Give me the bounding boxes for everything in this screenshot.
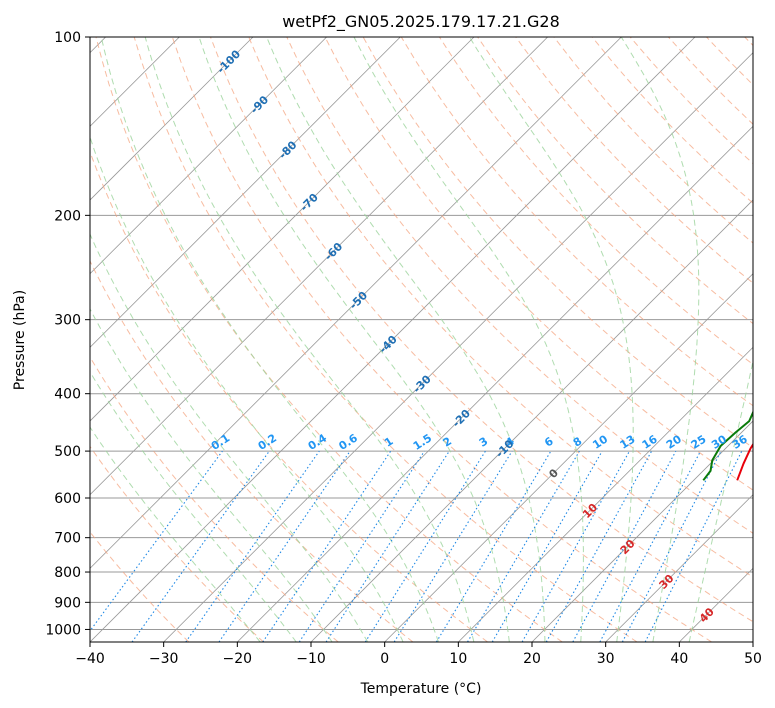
y-tick-label: 200 — [54, 208, 81, 224]
x-tick-label: 30 — [597, 651, 615, 667]
isotherm-line — [237, 125, 753, 642]
y-axis: 100 200 300 400 500 600 700 800 900 1000 — [45, 30, 90, 638]
moist-adiabat — [100, 37, 439, 642]
dry-adiabat — [324, 37, 753, 491]
mixing-ratio-line — [491, 450, 603, 642]
isotherm-line — [163, 52, 753, 642]
x-tick-label: 0 — [380, 651, 389, 667]
y-tick-label: 900 — [54, 595, 81, 611]
dry-adiabat — [95, 37, 563, 642]
x-tick-label: −40 — [75, 651, 105, 667]
dry-adiabat — [90, 259, 414, 642]
isotherm-line — [531, 420, 753, 642]
mixing-ratio-line — [572, 450, 677, 642]
dry-adiabat — [90, 445, 264, 642]
dry-adiabat — [515, 37, 753, 284]
mixing-ratio-line — [185, 450, 320, 642]
dry-adiabat — [210, 37, 753, 623]
mixing-ratio-line — [393, 450, 513, 642]
background-lines — [90, 37, 753, 642]
x-tick-label: 10 — [449, 651, 467, 667]
plot-frame — [89, 36, 754, 643]
isotherm-line — [90, 37, 327, 275]
moist-adiabat — [90, 135, 404, 642]
x-tick-label: −30 — [149, 651, 179, 667]
x-tick-label: 20 — [523, 651, 541, 667]
mixing-ratio-line — [435, 450, 552, 642]
dry-adiabat — [171, 37, 712, 642]
mixing-ratio-line — [545, 450, 653, 642]
mixing-ratio-line — [218, 450, 351, 642]
y-tick-label: 100 — [54, 30, 81, 46]
x-tick-label: 50 — [744, 651, 762, 667]
y-tick-label: 800 — [54, 565, 81, 581]
isotherm-line — [605, 494, 753, 642]
moist-adiabat — [620, 37, 700, 642]
x-tick-label: −10 — [296, 651, 326, 667]
x-tick-label: 40 — [670, 651, 688, 667]
chart-title: wetPf2_GN05.2025.179.17.21.G28 — [282, 12, 560, 32]
moist-adiabat — [90, 370, 297, 642]
moist-adiabat — [266, 37, 546, 642]
mixing-ratio-line — [364, 450, 486, 642]
dry-adiabat — [90, 356, 339, 642]
y-tick-label: 1000 — [45, 622, 81, 638]
profile-lines — [702, 409, 753, 481]
isotherm-line — [90, 37, 622, 569]
moist-adiabat — [144, 37, 475, 642]
isotherm-line — [90, 37, 548, 496]
mixing-ratio-line — [467, 450, 580, 642]
moist-adiabat — [90, 308, 333, 642]
series-dewpoint-line — [702, 409, 753, 481]
moist-adiabat — [90, 232, 369, 642]
dry-adiabat — [133, 37, 638, 642]
y-axis-title: Pressure (hPa) — [12, 290, 28, 390]
moist-adiabat — [90, 426, 261, 642]
isotherm-line — [90, 37, 254, 201]
isotherm-line — [90, 37, 475, 422]
y-tick-label: 400 — [54, 387, 81, 403]
mixing-ratio-line — [521, 450, 630, 642]
y-tick-label: 300 — [54, 313, 81, 329]
isotherm-line — [90, 37, 401, 348]
x-axis-title: Temperature (°C) — [360, 681, 482, 697]
x-axis: −40 −30 −20 −10 0 10 20 30 40 50 — [75, 642, 762, 667]
isotherm-line — [90, 37, 696, 642]
y-tick-label: 700 — [54, 531, 81, 547]
y-tick-label: 500 — [54, 444, 81, 460]
mixing-ratio-line — [325, 450, 450, 642]
dry-adiabat — [248, 37, 753, 578]
dry-adiabat — [286, 37, 753, 534]
x-tick-label: −20 — [223, 651, 253, 667]
moist-adiabat — [353, 37, 584, 642]
isotherm-line — [458, 346, 753, 642]
y-tick-label: 600 — [54, 491, 81, 507]
moist-adiabat — [198, 37, 510, 642]
moist-adiabat — [688, 358, 753, 642]
isotherm-line — [384, 273, 753, 642]
